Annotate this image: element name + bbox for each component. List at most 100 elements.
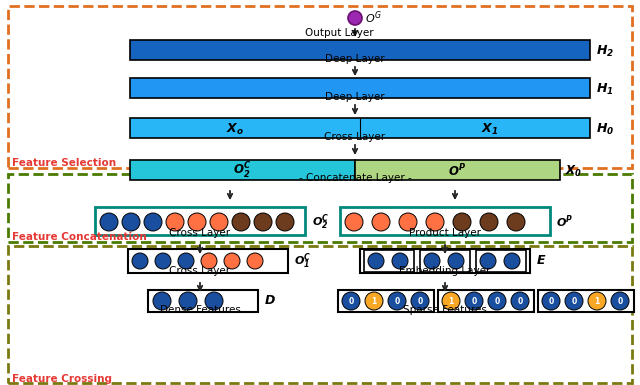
Text: Deep Layer: Deep Layer <box>325 54 385 64</box>
Circle shape <box>424 253 440 269</box>
Circle shape <box>488 292 506 310</box>
Text: 0: 0 <box>517 296 523 306</box>
Circle shape <box>411 292 429 310</box>
Text: Feature Concatenation: Feature Concatenation <box>12 232 147 242</box>
Circle shape <box>426 213 444 231</box>
Circle shape <box>166 213 184 231</box>
Circle shape <box>179 292 197 310</box>
Text: $\bfit{O}_1^C$: $\bfit{O}_1^C$ <box>294 251 311 271</box>
Circle shape <box>188 213 206 231</box>
Text: Feature Crossing: Feature Crossing <box>12 374 112 384</box>
Circle shape <box>392 253 408 269</box>
Text: 0: 0 <box>494 296 500 306</box>
FancyBboxPatch shape <box>130 118 590 138</box>
FancyBboxPatch shape <box>360 249 530 273</box>
Circle shape <box>276 213 294 231</box>
FancyBboxPatch shape <box>128 249 288 273</box>
Text: Output Layer: Output Layer <box>305 28 374 38</box>
FancyBboxPatch shape <box>476 250 526 272</box>
Text: Cross Layer: Cross Layer <box>170 266 230 276</box>
Circle shape <box>144 213 162 231</box>
Text: Cross Layer: Cross Layer <box>170 228 230 238</box>
Text: 0: 0 <box>618 296 623 306</box>
Circle shape <box>511 292 529 310</box>
FancyBboxPatch shape <box>438 290 534 312</box>
Circle shape <box>480 253 496 269</box>
Text: $\bfit{E}$: $\bfit{E}$ <box>536 254 547 268</box>
Text: Embedding Layer: Embedding Layer <box>399 266 491 276</box>
Circle shape <box>507 213 525 231</box>
Text: $\bfit{O}_2^C$: $\bfit{O}_2^C$ <box>233 161 251 181</box>
Circle shape <box>155 253 171 269</box>
Circle shape <box>453 213 471 231</box>
Text: $\bfit{H}_1$: $\bfit{H}_1$ <box>596 82 614 97</box>
Circle shape <box>201 253 217 269</box>
Circle shape <box>368 253 384 269</box>
Circle shape <box>345 213 363 231</box>
Circle shape <box>442 292 460 310</box>
Text: $\bfit{O}^P$: $\bfit{O}^P$ <box>556 214 573 230</box>
Text: $\bfit{D}$: $\bfit{D}$ <box>264 295 276 308</box>
FancyBboxPatch shape <box>130 40 590 60</box>
Text: - Concatenate Layer -: - Concatenate Layer - <box>299 173 412 183</box>
Circle shape <box>210 213 228 231</box>
Text: 0: 0 <box>394 296 399 306</box>
Circle shape <box>178 253 194 269</box>
Text: Deep Layer: Deep Layer <box>325 92 385 102</box>
Circle shape <box>247 253 263 269</box>
Circle shape <box>205 292 223 310</box>
Circle shape <box>224 253 240 269</box>
Text: $\bfit{X}_o$: $\bfit{X}_o$ <box>226 121 244 137</box>
Text: 1: 1 <box>371 296 376 306</box>
FancyBboxPatch shape <box>355 160 560 180</box>
Circle shape <box>588 292 606 310</box>
Circle shape <box>611 292 629 310</box>
FancyBboxPatch shape <box>420 250 470 272</box>
Text: 0: 0 <box>548 296 554 306</box>
Circle shape <box>465 292 483 310</box>
Circle shape <box>153 292 171 310</box>
Circle shape <box>565 292 583 310</box>
Circle shape <box>399 213 417 231</box>
Text: $\bfit{H}_2$: $\bfit{H}_2$ <box>596 44 614 59</box>
Circle shape <box>372 213 390 231</box>
Text: Cross Layer: Cross Layer <box>324 132 385 142</box>
Circle shape <box>132 253 148 269</box>
Text: $\bfit{X}_1$: $\bfit{X}_1$ <box>481 121 499 137</box>
Text: $\bfit{H}_0$: $\bfit{H}_0$ <box>596 121 614 137</box>
Text: $\bfit{X}_0$: $\bfit{X}_0$ <box>565 164 582 179</box>
Circle shape <box>122 213 140 231</box>
FancyBboxPatch shape <box>340 207 550 235</box>
Circle shape <box>342 292 360 310</box>
FancyBboxPatch shape <box>538 290 634 312</box>
Circle shape <box>232 213 250 231</box>
Text: 0: 0 <box>572 296 577 306</box>
Circle shape <box>448 253 464 269</box>
Circle shape <box>542 292 560 310</box>
FancyBboxPatch shape <box>148 290 258 312</box>
Text: 0: 0 <box>417 296 422 306</box>
FancyBboxPatch shape <box>338 290 434 312</box>
Circle shape <box>388 292 406 310</box>
Text: Product Layer: Product Layer <box>409 228 481 238</box>
Circle shape <box>348 11 362 25</box>
Circle shape <box>365 292 383 310</box>
Text: Feature Selection: Feature Selection <box>12 158 116 168</box>
Text: $\bfit{O}^P$: $\bfit{O}^P$ <box>448 163 466 179</box>
Text: $O^G$: $O^G$ <box>365 10 382 26</box>
Text: Sparse Features: Sparse Features <box>403 305 487 315</box>
Text: Dense Features: Dense Features <box>159 305 241 315</box>
Text: 1: 1 <box>595 296 600 306</box>
Circle shape <box>504 253 520 269</box>
FancyBboxPatch shape <box>130 160 355 180</box>
Circle shape <box>254 213 272 231</box>
Circle shape <box>480 213 498 231</box>
Text: $\bfit{O}_2^C$: $\bfit{O}_2^C$ <box>312 212 329 232</box>
Circle shape <box>100 213 118 231</box>
FancyBboxPatch shape <box>130 78 590 98</box>
FancyBboxPatch shape <box>95 207 305 235</box>
Text: 0: 0 <box>472 296 477 306</box>
FancyBboxPatch shape <box>364 250 414 272</box>
Text: 0: 0 <box>348 296 354 306</box>
Text: 1: 1 <box>449 296 454 306</box>
